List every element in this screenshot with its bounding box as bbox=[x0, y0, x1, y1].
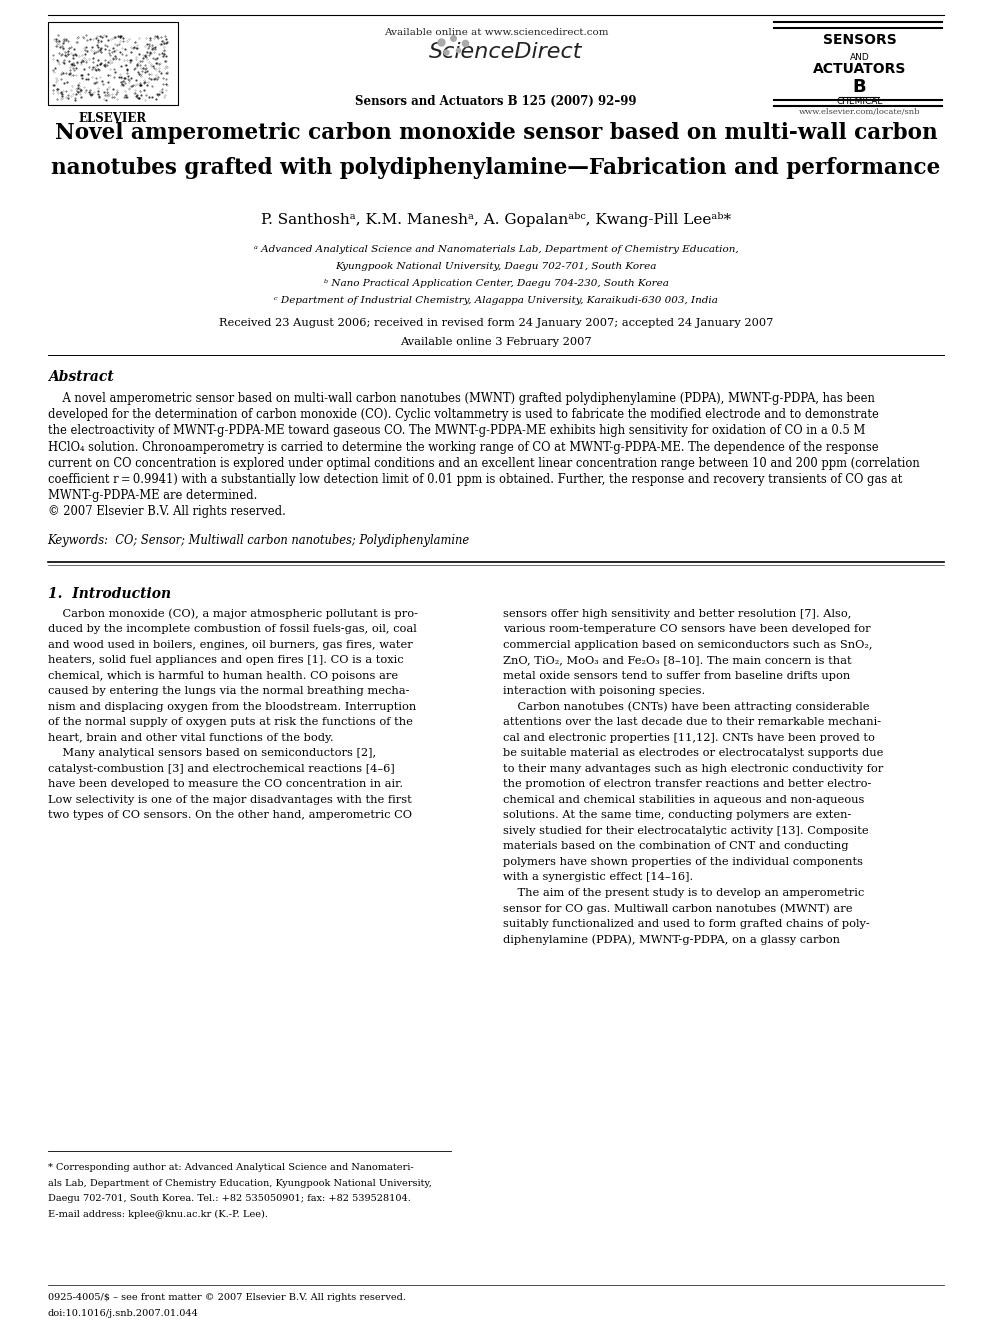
Text: Available online 3 February 2007: Available online 3 February 2007 bbox=[400, 337, 592, 347]
Text: 0925-4005/$ – see front matter © 2007 Elsevier B.V. All rights reserved.: 0925-4005/$ – see front matter © 2007 El… bbox=[48, 1293, 406, 1302]
Text: doi:10.1016/j.snb.2007.01.044: doi:10.1016/j.snb.2007.01.044 bbox=[48, 1308, 198, 1318]
Text: HClO₄ solution. Chronoamperometry is carried to determine the working range of C: HClO₄ solution. Chronoamperometry is car… bbox=[48, 441, 878, 454]
Text: Received 23 August 2006; received in revised form 24 January 2007; accepted 24 J: Received 23 August 2006; received in rev… bbox=[219, 318, 773, 328]
Text: SENSORS: SENSORS bbox=[822, 33, 896, 48]
Text: sively studied for their electrocatalytic activity [13]. Composite: sively studied for their electrocatalyti… bbox=[503, 826, 869, 836]
Text: sensor for CO gas. Multiwall carbon nanotubes (MWNT) are: sensor for CO gas. Multiwall carbon nano… bbox=[503, 904, 852, 914]
Text: ZnO, TiO₂, MoO₃ and Fe₂O₃ [8–10]. The main concern is that: ZnO, TiO₂, MoO₃ and Fe₂O₃ [8–10]. The ma… bbox=[503, 655, 852, 665]
Text: heaters, solid fuel appliances and open fires [1]. CO is a toxic: heaters, solid fuel appliances and open … bbox=[48, 655, 403, 665]
Text: Low selectivity is one of the major disadvantages with the first: Low selectivity is one of the major disa… bbox=[48, 795, 412, 804]
Text: P. Santhoshᵃ, K.M. Maneshᵃ, A. Gopalanᵃᵇᶜ, Kwang-Pill Leeᵃᵇ*: P. Santhoshᵃ, K.M. Maneshᵃ, A. Gopalanᵃᵇ… bbox=[261, 212, 731, 228]
Text: cal and electronic properties [11,12]. CNTs have been proved to: cal and electronic properties [11,12]. C… bbox=[503, 733, 875, 742]
Text: polymers have shown properties of the individual components: polymers have shown properties of the in… bbox=[503, 856, 863, 867]
Text: solutions. At the same time, conducting polymers are exten-: solutions. At the same time, conducting … bbox=[503, 810, 851, 820]
Text: diphenylamine (PDPA), MWNT-g-PDPA, on a glassy carbon: diphenylamine (PDPA), MWNT-g-PDPA, on a … bbox=[503, 934, 840, 945]
Text: A novel amperometric sensor based on multi-wall carbon nanotubes (MWNT) grafted : A novel amperometric sensor based on mul… bbox=[48, 392, 875, 405]
Text: interaction with poisoning species.: interaction with poisoning species. bbox=[503, 687, 705, 696]
Text: * Corresponding author at: Advanced Analytical Science and Nanomateri-: * Corresponding author at: Advanced Anal… bbox=[48, 1163, 414, 1172]
Text: metal oxide sensors tend to suffer from baseline drifts upon: metal oxide sensors tend to suffer from … bbox=[503, 671, 850, 680]
Text: © 2007 Elsevier B.V. All rights reserved.: © 2007 Elsevier B.V. All rights reserved… bbox=[48, 505, 286, 519]
Text: coefficient r = 0.9941) with a substantially low detection limit of 0.01 ppm is : coefficient r = 0.9941) with a substanti… bbox=[48, 474, 902, 486]
Text: to their many advantages such as high electronic conductivity for: to their many advantages such as high el… bbox=[503, 763, 883, 774]
Text: The aim of the present study is to develop an amperometric: The aim of the present study is to devel… bbox=[503, 888, 864, 897]
Text: commercial application based on semiconductors such as SnO₂,: commercial application based on semicond… bbox=[503, 639, 873, 650]
Text: nism and displacing oxygen from the bloodstream. Interruption: nism and displacing oxygen from the bloo… bbox=[48, 701, 416, 712]
Text: chemical, which is harmful to human health. CO poisons are: chemical, which is harmful to human heal… bbox=[48, 671, 398, 680]
Text: ᶜ Department of Industrial Chemistry, Alagappa University, Karaikudi-630 003, In: ᶜ Department of Industrial Chemistry, Al… bbox=[274, 296, 718, 306]
Text: heart, brain and other vital functions of the body.: heart, brain and other vital functions o… bbox=[48, 733, 333, 742]
Text: materials based on the combination of CNT and conducting: materials based on the combination of CN… bbox=[503, 841, 848, 851]
Text: E-mail address: kplee@knu.ac.kr (K.-P. Lee).: E-mail address: kplee@knu.ac.kr (K.-P. L… bbox=[48, 1209, 268, 1218]
Text: Sensors and Actuators B 125 (2007) 92–99: Sensors and Actuators B 125 (2007) 92–99 bbox=[355, 95, 637, 108]
Text: sensors offer high sensitivity and better resolution [7]. Also,: sensors offer high sensitivity and bette… bbox=[503, 609, 851, 619]
Bar bbox=[48, 22, 178, 105]
Text: caused by entering the lungs via the normal breathing mecha-: caused by entering the lungs via the nor… bbox=[48, 687, 409, 696]
Text: AND: AND bbox=[849, 53, 869, 62]
Text: attentions over the last decade due to their remarkable mechani-: attentions over the last decade due to t… bbox=[503, 717, 881, 728]
Text: chemical and chemical stabilities in aqueous and non-aqueous: chemical and chemical stabilities in aqu… bbox=[503, 795, 864, 804]
Text: Keywords:  CO; Sensor; Multiwall carbon nanotubes; Polydiphenylamine: Keywords: CO; Sensor; Multiwall carbon n… bbox=[48, 533, 470, 546]
Text: www.elsevier.com/locate/snb: www.elsevier.com/locate/snb bbox=[799, 108, 921, 116]
Text: with a synergistic effect [14–16].: with a synergistic effect [14–16]. bbox=[503, 872, 693, 882]
Text: Abstract: Abstract bbox=[48, 370, 113, 384]
Text: B: B bbox=[852, 78, 866, 97]
Text: ᵃ Advanced Analytical Science and Nanomaterials Lab, Department of Chemistry Edu: ᵃ Advanced Analytical Science and Nanoma… bbox=[254, 245, 738, 254]
Text: be suitable material as electrodes or electrocatalyst supports due: be suitable material as electrodes or el… bbox=[503, 747, 884, 758]
Text: current on CO concentration is explored under optimal conditions and an excellen: current on CO concentration is explored … bbox=[48, 456, 920, 470]
Text: the promotion of electron transfer reactions and better electro-: the promotion of electron transfer react… bbox=[503, 779, 871, 789]
Text: Available online at www.sciencedirect.com: Available online at www.sciencedirect.co… bbox=[384, 28, 608, 37]
Text: have been developed to measure the CO concentration in air.: have been developed to measure the CO co… bbox=[48, 779, 403, 789]
Text: of the normal supply of oxygen puts at risk the functions of the: of the normal supply of oxygen puts at r… bbox=[48, 717, 413, 728]
Text: ScienceDirect: ScienceDirect bbox=[430, 42, 582, 62]
Text: CHEMICAL: CHEMICAL bbox=[836, 98, 883, 106]
Text: ELSEVIER: ELSEVIER bbox=[78, 112, 147, 124]
Text: Daegu 702-701, South Korea. Tel.: +82 535050901; fax: +82 539528104.: Daegu 702-701, South Korea. Tel.: +82 53… bbox=[48, 1193, 411, 1203]
Text: ACTUATORS: ACTUATORS bbox=[812, 62, 906, 75]
Text: MWNT-g-PDPA-ME are determined.: MWNT-g-PDPA-ME are determined. bbox=[48, 490, 257, 503]
Text: duced by the incomplete combustion of fossil fuels-gas, oil, coal: duced by the incomplete combustion of fo… bbox=[48, 624, 417, 634]
Text: ᵇ Nano Practical Application Center, Daegu 704-230, South Korea: ᵇ Nano Practical Application Center, Dae… bbox=[323, 279, 669, 288]
Text: Novel amperometric carbon monoxide sensor based on multi-wall carbon: Novel amperometric carbon monoxide senso… bbox=[55, 122, 937, 144]
Text: Carbon monoxide (CO), a major atmospheric pollutant is pro-: Carbon monoxide (CO), a major atmospheri… bbox=[48, 609, 418, 619]
Text: various room-temperature CO sensors have been developed for: various room-temperature CO sensors have… bbox=[503, 624, 871, 634]
Text: Kyungpook National University, Daegu 702-701, South Korea: Kyungpook National University, Daegu 702… bbox=[335, 262, 657, 271]
Text: Carbon nanotubes (CNTs) have been attracting considerable: Carbon nanotubes (CNTs) have been attrac… bbox=[503, 701, 870, 712]
Text: and wood used in boilers, engines, oil burners, gas fires, water: and wood used in boilers, engines, oil b… bbox=[48, 639, 413, 650]
Text: 1.  Introduction: 1. Introduction bbox=[48, 586, 171, 601]
Text: the electroactivity of MWNT-g-PDPA-ME toward gaseous CO. The MWNT-g-PDPA-ME exhi: the electroactivity of MWNT-g-PDPA-ME to… bbox=[48, 425, 865, 438]
Text: als Lab, Department of Chemistry Education, Kyungpook National University,: als Lab, Department of Chemistry Educati… bbox=[48, 1179, 432, 1188]
Text: suitably functionalized and used to form grafted chains of poly-: suitably functionalized and used to form… bbox=[503, 918, 870, 929]
Text: nanotubes grafted with polydiphenylamine—Fabrication and performance: nanotubes grafted with polydiphenylamine… bbox=[52, 157, 940, 179]
Text: catalyst-combustion [3] and electrochemical reactions [4–6]: catalyst-combustion [3] and electrochemi… bbox=[48, 763, 395, 774]
Text: Many analytical sensors based on semiconductors [2],: Many analytical sensors based on semicon… bbox=[48, 747, 376, 758]
Text: developed for the determination of carbon monoxide (CO). Cyclic voltammetry is u: developed for the determination of carbo… bbox=[48, 409, 879, 421]
Text: two types of CO sensors. On the other hand, amperometric CO: two types of CO sensors. On the other ha… bbox=[48, 810, 412, 820]
